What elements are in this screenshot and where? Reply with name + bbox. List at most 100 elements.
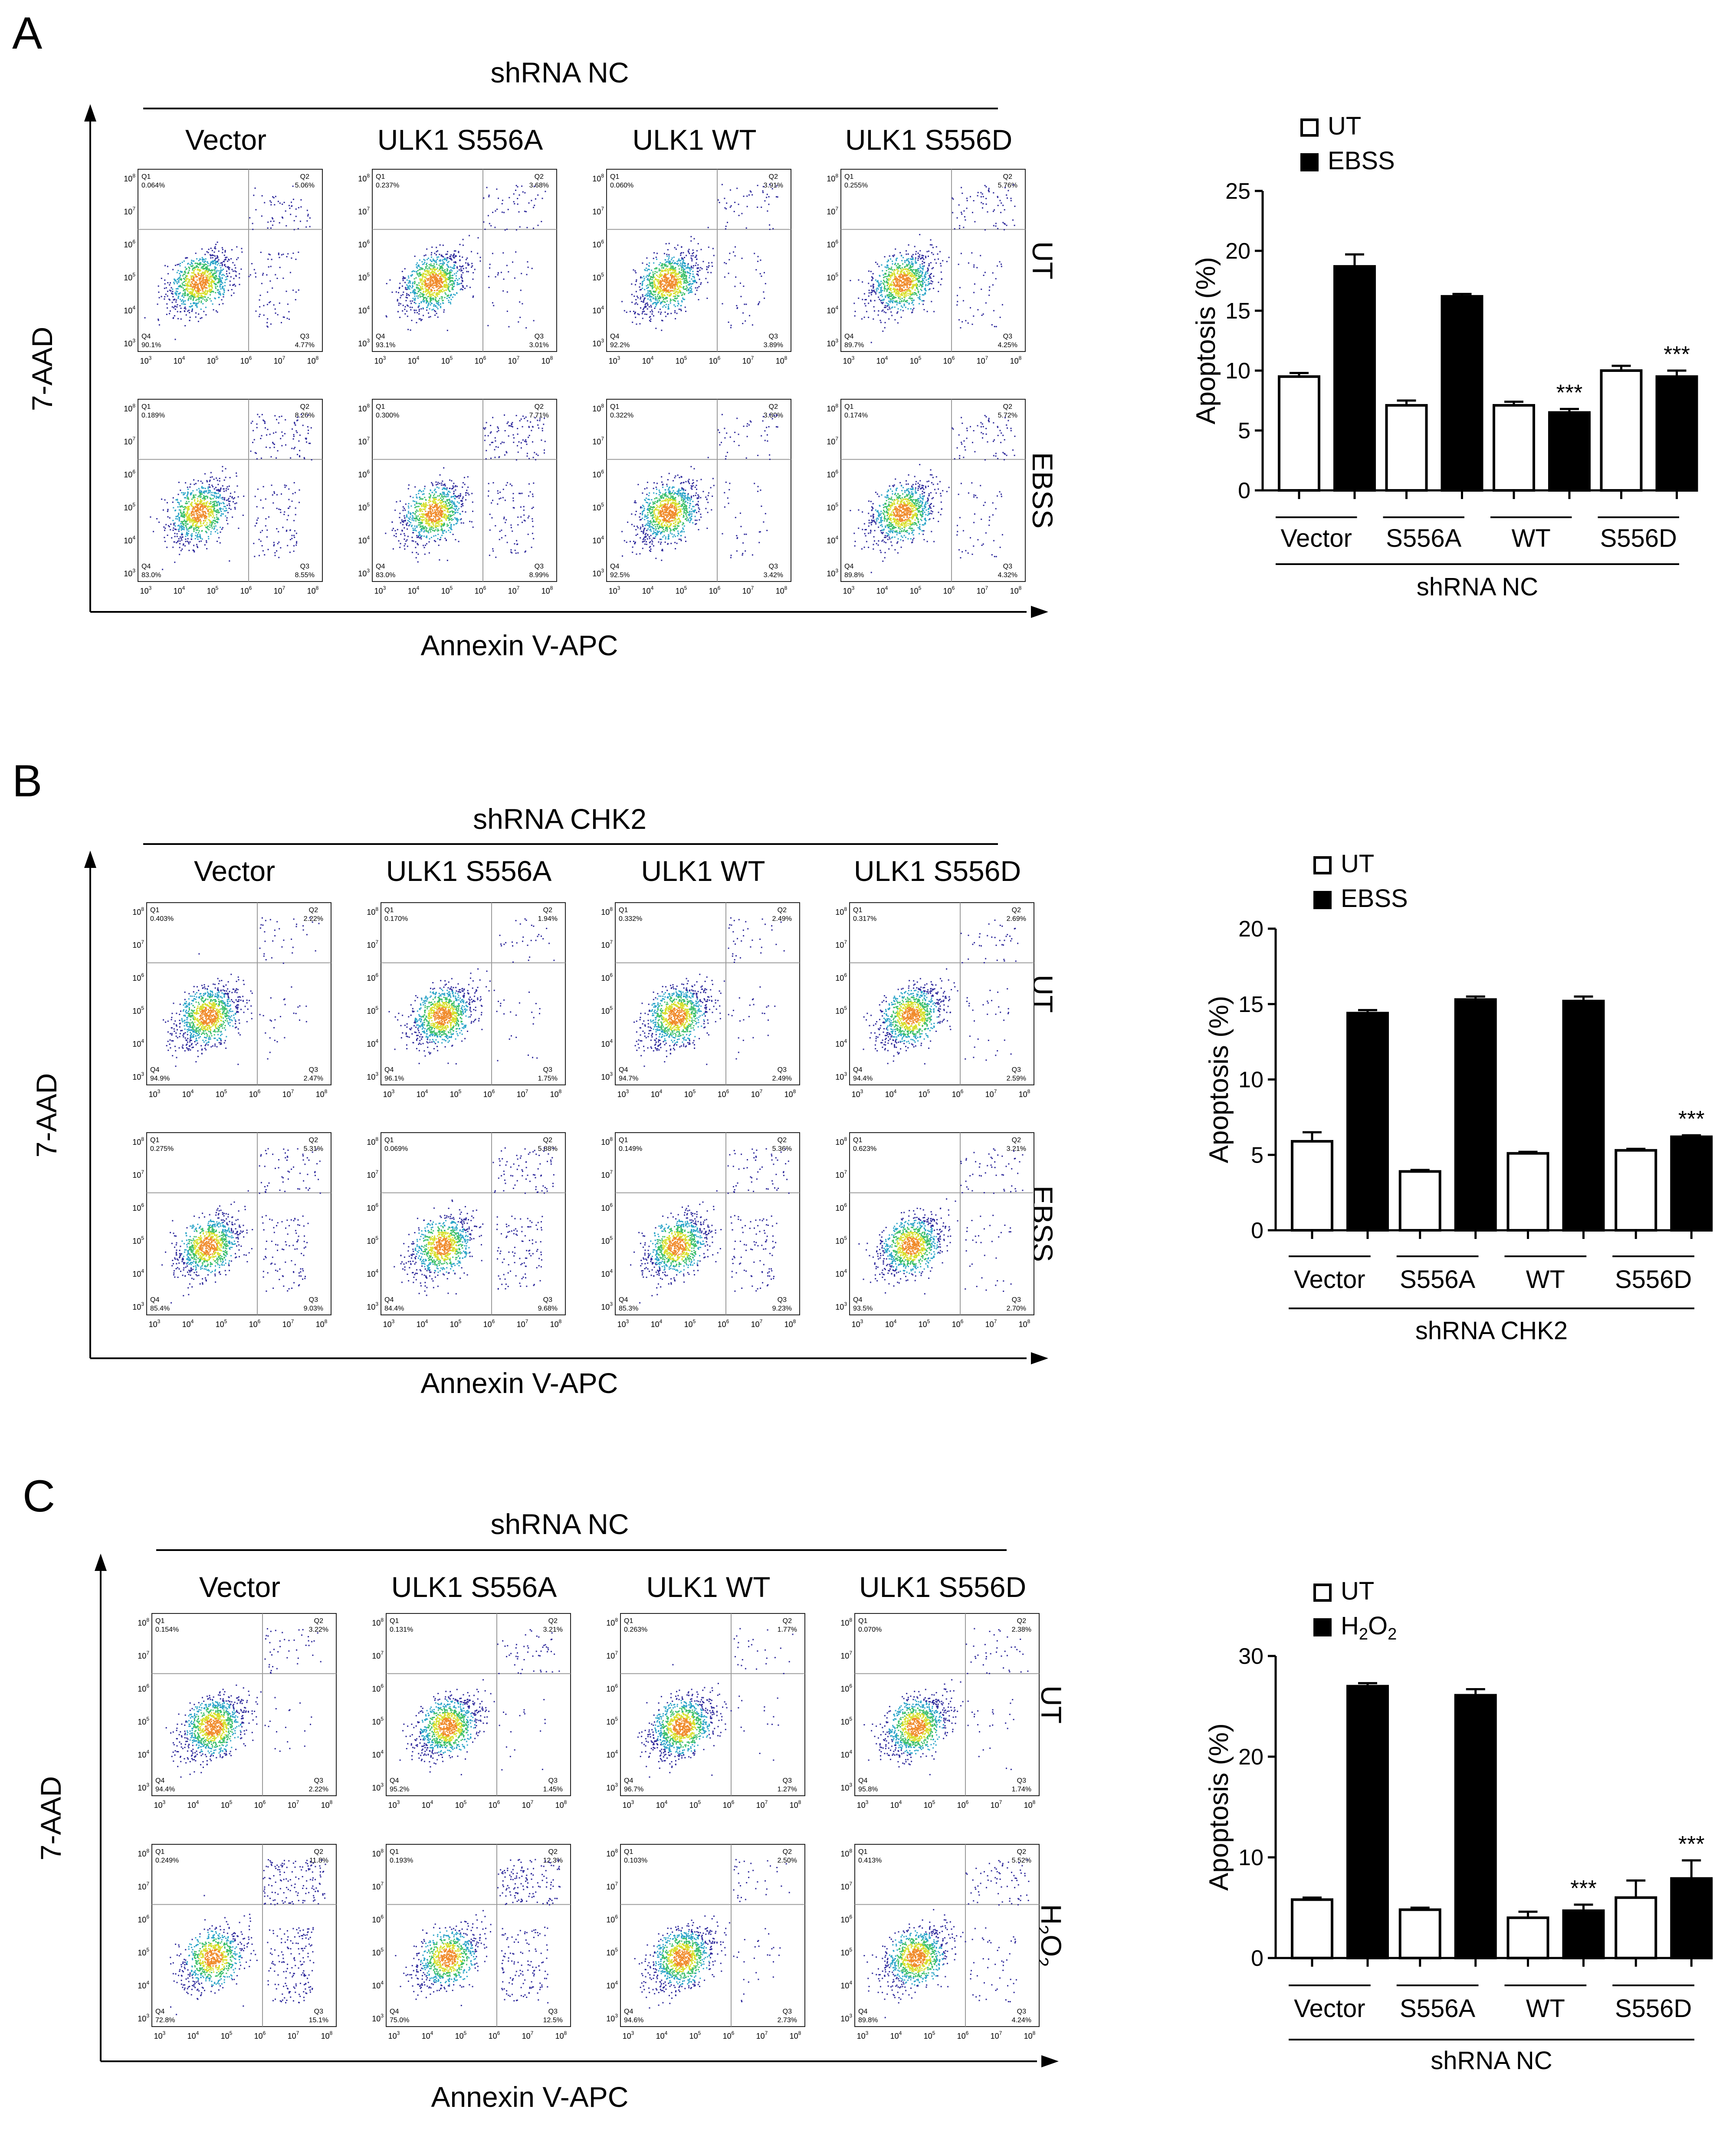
event-dot: [673, 278, 675, 279]
event-dot: [176, 306, 177, 308]
event-dot: [877, 281, 879, 283]
event-dot: [158, 292, 159, 293]
event-dot: [681, 310, 682, 311]
event-dot: [430, 295, 431, 296]
event-dot: [688, 251, 689, 253]
event-dot: [437, 296, 438, 297]
event-dot: [271, 259, 272, 260]
event-dot: [896, 289, 898, 290]
event-dot: [196, 258, 197, 260]
event-dot: [267, 304, 268, 305]
event-dot: [740, 296, 742, 297]
event-dot: [220, 542, 221, 544]
event-dot: [874, 300, 876, 301]
event-dot: [513, 194, 515, 195]
event-dot: [652, 294, 653, 295]
flow-plot-frame: [607, 169, 791, 352]
event-dot: [454, 265, 456, 266]
event-dot: [195, 316, 197, 318]
event-dot: [241, 248, 242, 249]
event-dot: [927, 270, 928, 272]
event-dot: [463, 239, 464, 240]
event-dot: [524, 192, 525, 194]
event-dot: [912, 266, 913, 267]
event-dot: [1013, 184, 1014, 185]
event-dot: [961, 253, 962, 254]
event-dot: [911, 269, 912, 271]
event-dot: [185, 295, 186, 296]
event-dot: [646, 314, 647, 315]
event-dot: [181, 296, 183, 297]
event-dot: [904, 304, 905, 305]
event-dot: [220, 263, 222, 264]
flow-y-tick: 105: [827, 272, 838, 282]
event-dot: [428, 312, 429, 314]
event-dot: [912, 278, 914, 279]
event-dot: [220, 269, 222, 271]
event-dot: [175, 309, 176, 310]
event-dot: [221, 277, 223, 279]
event-dot: [961, 214, 962, 215]
event-dot: [183, 300, 184, 302]
flow-y-tick: 105: [592, 272, 604, 282]
event-dot: [445, 281, 446, 282]
event-dot: [683, 289, 685, 290]
flow-column-title: Vector: [185, 124, 266, 156]
event-dot: [291, 538, 292, 539]
event-dot: [209, 486, 210, 488]
event-dot: [525, 327, 527, 329]
event-dot: [430, 292, 431, 293]
event-dot: [884, 256, 886, 257]
event-dot: [448, 277, 449, 278]
quadrant-q2-label: Q2: [535, 173, 544, 181]
event-dot: [647, 284, 649, 286]
event-dot: [649, 291, 650, 292]
event-dot: [471, 251, 472, 252]
event-dot: [159, 324, 160, 325]
event-dot: [173, 307, 174, 309]
event-dot: [528, 202, 530, 204]
event-dot: [996, 326, 997, 327]
event-dot: [995, 278, 997, 279]
event-dot: [681, 246, 682, 247]
event-dot: [533, 207, 534, 208]
event-dot: [677, 305, 678, 306]
event-dot: [861, 318, 863, 319]
event-dot: [195, 312, 197, 314]
event-dot: [417, 312, 418, 313]
flow-plot: Q10.064%Q25.06%Q490.1%Q34.77%10310310410…: [124, 169, 322, 365]
event-dot: [218, 297, 220, 298]
event-dot: [466, 271, 467, 272]
event-dot: [204, 294, 206, 296]
event-dot: [691, 283, 692, 285]
event-dot: [414, 281, 415, 282]
event-dot: [497, 274, 499, 276]
event-dot: [672, 276, 673, 277]
event-dot: [649, 293, 650, 294]
event-dot: [889, 272, 890, 273]
event-dot: [417, 270, 419, 271]
event-dot: [216, 278, 217, 279]
event-dot: [870, 300, 871, 301]
event-dot: [515, 251, 516, 253]
event-dot: [878, 296, 879, 298]
event-dot: [645, 303, 646, 304]
event-dot: [443, 261, 444, 263]
event-dot: [416, 322, 417, 323]
event-dot: [683, 271, 685, 273]
event-dot: [202, 272, 203, 273]
event-dot: [307, 426, 308, 427]
event-dot: [669, 281, 670, 283]
event-dot: [545, 191, 546, 192]
event-dot: [419, 273, 420, 274]
event-dot: [215, 288, 217, 289]
flow-y-tick: 104: [124, 305, 135, 315]
event-dot: [962, 321, 963, 322]
event-dot: [427, 290, 428, 292]
event-dot: [655, 285, 656, 286]
event-dot: [686, 290, 687, 291]
event-dot: [205, 258, 207, 260]
event-dot: [659, 289, 660, 290]
event-dot: [185, 283, 187, 284]
event-dot: [196, 293, 197, 294]
